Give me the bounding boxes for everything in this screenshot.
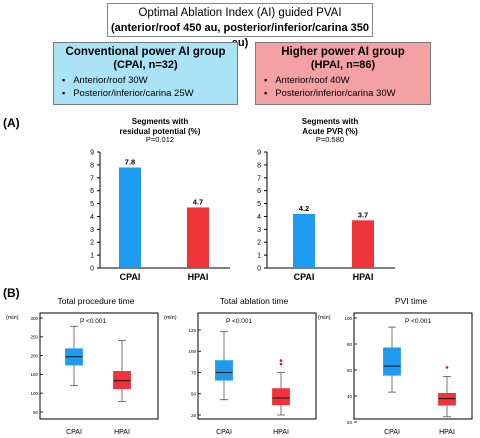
box-cpai [215, 360, 233, 381]
hpai-group-box: Higher power AI group (HPAI, n=86) Anter… [255, 42, 431, 105]
bar-value-label: 3.7 [358, 210, 368, 219]
x-category-label: HPAI [353, 272, 374, 282]
bar-value-label: 4.2 [299, 204, 309, 213]
header-line-1: Optimal Ablation Index (AI) guided PVAI [138, 7, 342, 19]
box-hpai [113, 370, 131, 390]
cpai-bullet-2: Posterior/inferior/carina 25W [58, 87, 233, 100]
bar-hpai [187, 207, 209, 268]
y-tick-label: 125 [188, 328, 196, 333]
cpai-group-title: Conventional power AI group [65, 46, 226, 58]
y-tick-label: 8 [90, 162, 94, 169]
bar-chart-title-line: Segments with [132, 117, 189, 126]
cpai-bullet-1: Anterior/roof 30W [58, 74, 233, 87]
p-value-annotation: P <0.001 [405, 318, 431, 325]
bar-hpai [352, 220, 374, 268]
bar-cpai [293, 213, 315, 268]
y-tick-label: 100 [344, 316, 352, 321]
y-tick-label: 150 [30, 372, 38, 377]
box-chart-title: Total ablation time [220, 296, 289, 306]
outlier-point [445, 366, 449, 369]
y-tick-label: 80 [347, 342, 353, 347]
y-tick-label: 2 [90, 240, 94, 247]
x-category-label: CPAI [384, 429, 400, 436]
y-axis-unit-label: (min) [164, 315, 177, 321]
y-tick-label: 2 [257, 240, 261, 247]
hpai-group-subtitle: (HPAI, n=86) [310, 59, 376, 71]
x-category-label: CPAI [120, 272, 141, 282]
header-box: Optimal Ablation Index (AI) guided PVAI … [107, 3, 373, 49]
bar-value-label: 4.7 [193, 197, 203, 206]
hpai-bullet-2: Posterior/inferior/carina 30W [260, 87, 426, 100]
y-tick-label: 25 [191, 413, 197, 418]
panel-label-a: (A) [3, 116, 20, 130]
y-tick-label: 40 [347, 394, 353, 399]
y-tick-label: 0 [257, 266, 261, 273]
box-hpai [438, 392, 456, 406]
hpai-group-title: Higher power AI group [281, 46, 405, 58]
y-tick-label: 200 [30, 353, 38, 358]
y-tick-label: 6 [257, 188, 261, 195]
y-tick-label: 7 [257, 175, 261, 182]
x-category-label: HPAI [188, 272, 209, 282]
y-tick-label: 300 [30, 316, 38, 321]
y-tick-label: 9 [257, 150, 261, 157]
x-category-label: CPAI [216, 429, 232, 436]
x-category-label: HPAI [439, 429, 455, 436]
plot-frame [39, 312, 159, 420]
y-tick-label: 0 [90, 266, 94, 273]
x-category-label: CPAI [66, 429, 82, 436]
bar-value-label: 7.8 [125, 157, 135, 166]
y-tick-label: 3 [90, 227, 94, 234]
y-tick-label: 9 [90, 150, 94, 157]
hpai-bullet-1: Anterior/roof 40W [260, 74, 426, 87]
y-tick-label: 250 [30, 335, 38, 340]
cpai-group-subtitle: (CPAI, n=32) [113, 59, 178, 71]
p-value-annotation: P <0.001 [226, 318, 252, 325]
box-chart-title: PVI time [395, 296, 427, 306]
outlier-point [279, 359, 283, 362]
bar-chart-title-line: Acute PVR (%) [302, 127, 358, 136]
y-tick-label: 50 [191, 392, 197, 397]
y-tick-label: 1 [90, 253, 94, 260]
y-tick-label: 4 [257, 214, 261, 221]
box-chart-title: Total procedure time [57, 296, 134, 306]
outlier-point [279, 362, 283, 366]
p-value-annotation: P=0.012 [146, 135, 174, 144]
y-axis-unit-label: (min) [6, 315, 19, 321]
y-tick-label: 3 [257, 227, 261, 234]
y-tick-label: 8 [257, 162, 261, 169]
y-tick-label: 75 [191, 370, 197, 375]
y-tick-label: 60 [347, 368, 353, 373]
p-value-annotation: P=0.580 [316, 135, 344, 144]
panel-label-b: (B) [3, 286, 20, 300]
y-tick-label: 50 [33, 410, 39, 415]
y-tick-label: 5 [257, 201, 261, 208]
y-tick-label: 6 [90, 188, 94, 195]
bar-cpai [119, 167, 141, 268]
y-tick-label: 4 [90, 214, 94, 221]
x-category-label: HPAI [273, 429, 289, 436]
y-axis-unit-label: (min) [318, 315, 331, 321]
bar-chart-title-line: residual potential (%) [120, 127, 201, 136]
y-tick-label: 1 [257, 253, 261, 260]
y-tick-label: 5 [90, 201, 94, 208]
y-tick-label: 100 [30, 391, 38, 396]
y-tick-label: 20 [347, 420, 353, 425]
x-category-label: CPAI [294, 272, 315, 282]
cpai-group-box: Conventional power AI group (CPAI, n=32)… [53, 42, 238, 105]
p-value-annotation: P <0.001 [80, 318, 106, 325]
x-category-label: HPAI [114, 429, 130, 436]
y-tick-label: 100 [188, 349, 196, 354]
bar-chart-title-line: Segments with [302, 117, 359, 126]
box-cpai [383, 347, 401, 376]
y-tick-label: 7 [90, 175, 94, 182]
box-hpai [272, 388, 290, 406]
